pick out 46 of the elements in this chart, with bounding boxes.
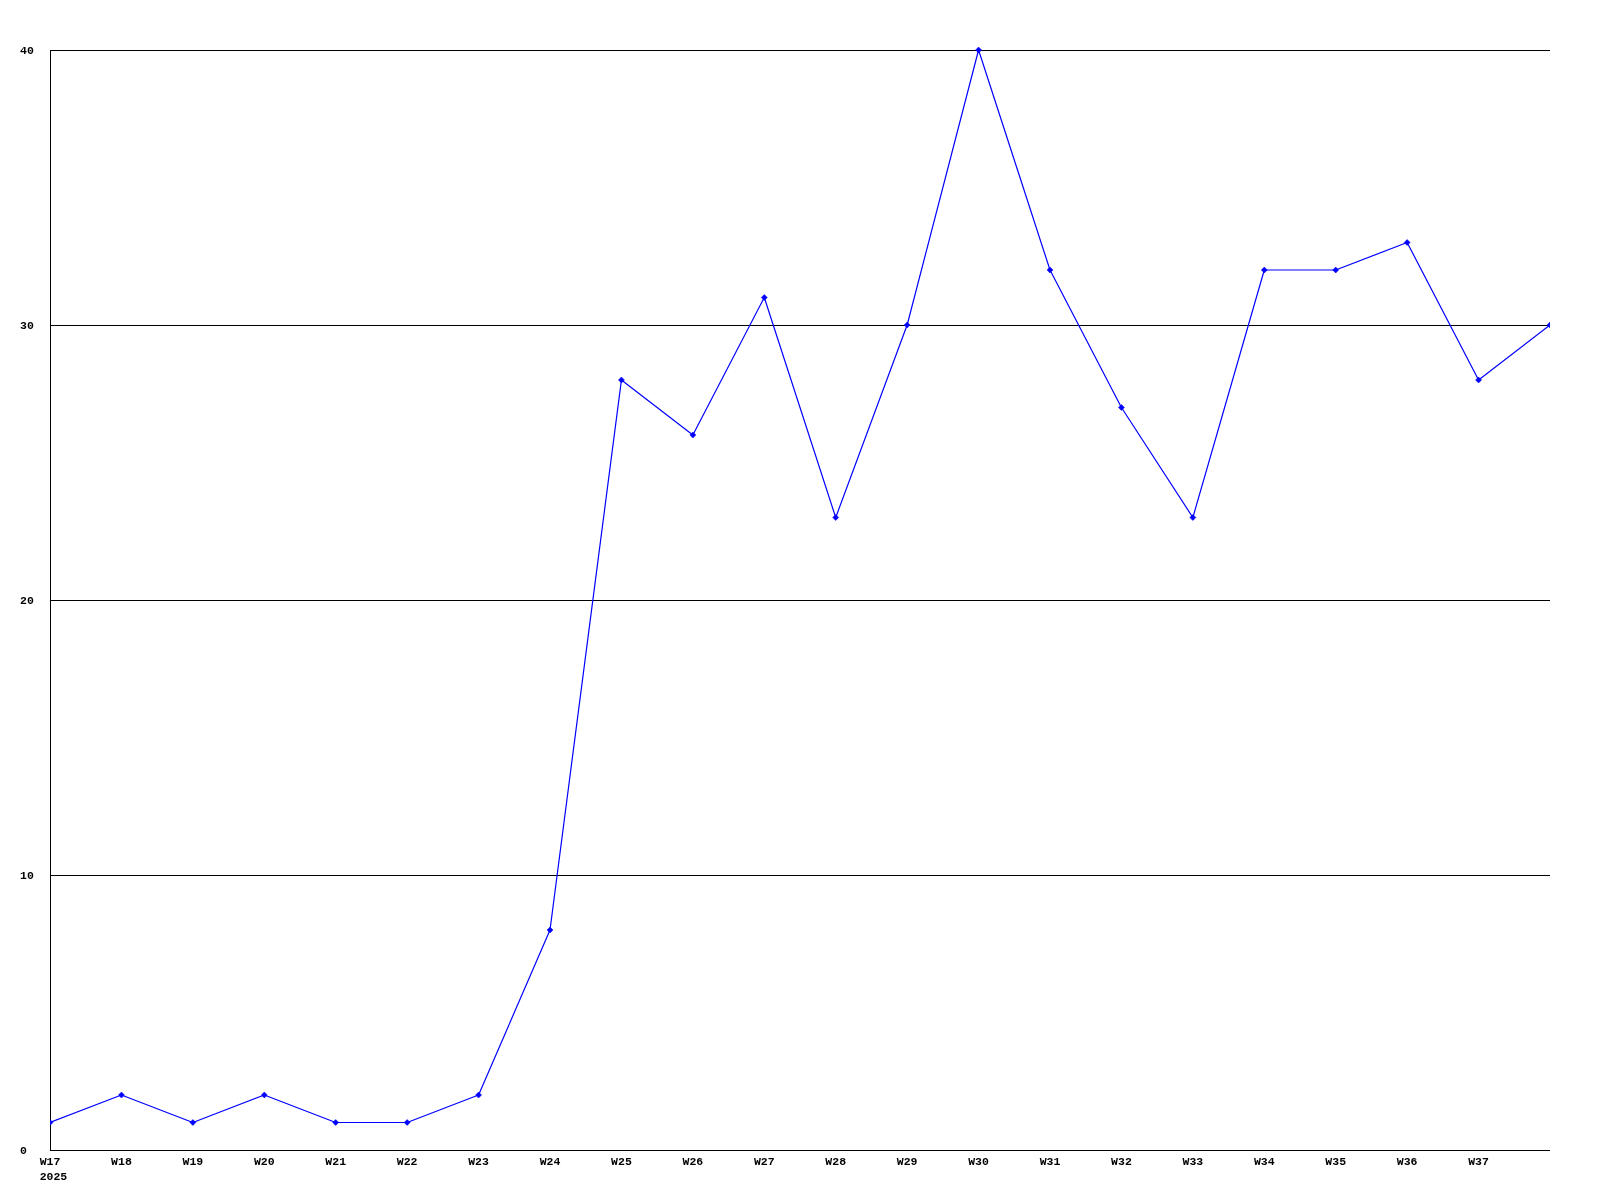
point [475, 1091, 482, 1099]
point [1261, 266, 1268, 274]
point [975, 46, 982, 54]
point [1475, 376, 1482, 384]
x-tick-label: W33 [1182, 1155, 1204, 1168]
point [189, 1119, 197, 1126]
x-tick-label: W21 [325, 1155, 347, 1168]
x-tick-label: W27 [753, 1155, 775, 1168]
x-tick-label: W35 [1325, 1155, 1347, 1168]
x-tick-label: W18 [111, 1155, 132, 1168]
y-tick-label: 10 [20, 869, 34, 883]
x-tick-label: W19 [182, 1155, 204, 1168]
point [1403, 239, 1411, 246]
y-tick-label: 30 [20, 319, 34, 333]
x-tick-label: W31 [1039, 1155, 1061, 1168]
y-tick-label: 0 [20, 1144, 27, 1158]
x-tick-label: W25 [611, 1155, 632, 1168]
x-tick-label: W20 [253, 1155, 275, 1168]
point [1332, 266, 1339, 274]
y-tick-label: 20 [20, 594, 34, 608]
y-tick-label: 40 [20, 44, 34, 58]
point [832, 514, 839, 521]
x-tick-label: W29 [896, 1155, 918, 1168]
x-tick-label: W32 [1111, 1155, 1132, 1168]
point [118, 1091, 125, 1099]
x-tick-label: W28 [825, 1155, 847, 1168]
x-tick-label: W34 [1253, 1155, 1275, 1168]
point [689, 431, 697, 439]
point [1118, 404, 1125, 411]
x-tick-label: W23 [468, 1155, 490, 1168]
x-tick-label: W22 [396, 1155, 418, 1168]
point [403, 1119, 411, 1126]
point [1189, 514, 1197, 521]
point [761, 294, 768, 301]
point [332, 1119, 339, 1126]
point [618, 376, 625, 384]
point [903, 321, 911, 329]
x-tick-label: W26 [682, 1155, 704, 1168]
x-tick-label: W37 [1468, 1155, 1490, 1168]
x-tick-label: W24 [539, 1155, 561, 1168]
point [546, 926, 554, 934]
x-tick-label: W17 2025 [39, 1155, 68, 1183]
point [261, 1091, 268, 1099]
x-tick-label: W36 [1396, 1155, 1418, 1168]
x-tick-label: W30 [968, 1155, 990, 1168]
point [1046, 266, 1054, 274]
